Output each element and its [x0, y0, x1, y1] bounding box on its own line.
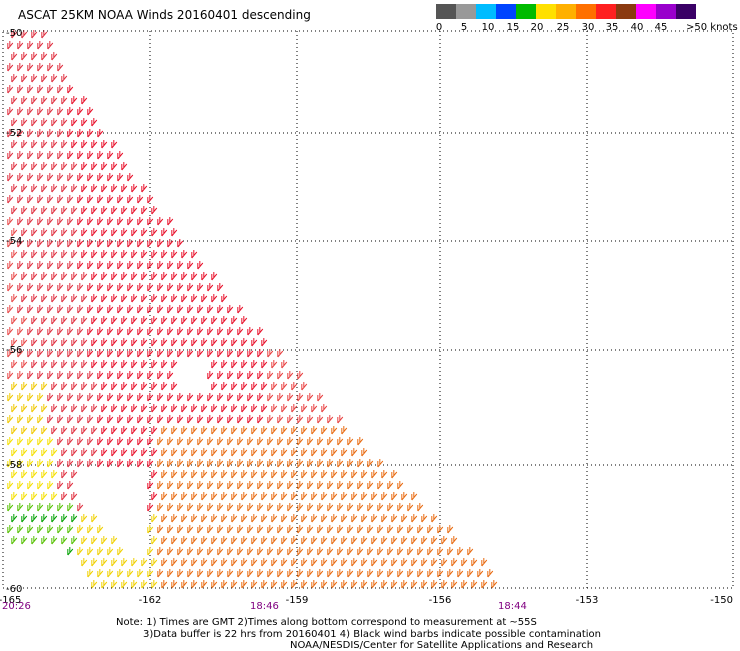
latitude-label: -50	[6, 28, 22, 39]
legend-swatch	[576, 4, 596, 19]
legend-label: 45	[654, 22, 668, 33]
time-label-left: 20:26	[2, 601, 31, 612]
notes-line-3: NOAA/NESDIS/Center for Satellite Applica…	[290, 640, 594, 651]
latitude-label: -58	[6, 460, 22, 471]
latitude-label: -54	[6, 236, 22, 247]
longitude-label: -153	[576, 595, 599, 606]
legend-swatch	[536, 4, 556, 19]
longitude-label: -156	[429, 595, 452, 606]
legend-label: 10	[481, 22, 495, 33]
longitude-label: -159	[286, 595, 309, 606]
legend-swatch	[596, 4, 616, 19]
legend-label: 25	[556, 22, 570, 33]
legend-swatch	[436, 4, 456, 19]
legend-label: 0	[435, 22, 443, 33]
lat-lon-grid	[3, 31, 733, 588]
legend-label: 30	[581, 22, 595, 33]
legend-label: 35	[605, 22, 619, 33]
map-frame: -165 -162 -159 -156 -153 -150 -50 -52 -54 -56 -58 -…	[0, 28, 734, 606]
latitude-label: -56	[6, 345, 22, 356]
legend-swatch	[516, 4, 536, 19]
legend-label: 40	[630, 22, 644, 33]
legend-swatch	[676, 4, 696, 19]
legend-swatch	[456, 4, 476, 19]
legend-swatch	[616, 4, 636, 19]
notes-line-1: Note: 1) Times are GMT 2)Times along bot…	[116, 617, 537, 628]
legend-label: >50 knots	[686, 22, 738, 33]
longitude-label: -162	[139, 595, 162, 606]
time-label-middle: 18:46	[250, 601, 279, 612]
latitude-label: -52	[6, 128, 22, 139]
legend-swatch	[556, 4, 576, 19]
notes-line-2: 3)Data buffer is 22 hrs from 20160401 4)…	[143, 629, 601, 640]
time-label-right: 18:44	[498, 601, 527, 612]
longitude-label: -165	[0, 595, 21, 606]
legend-swatch	[496, 4, 516, 19]
legend-swatch	[476, 4, 496, 19]
map-border	[2, 30, 734, 589]
legend-swatch	[656, 4, 676, 19]
wind-barbs	[7, 30, 498, 589]
legend-label: 5	[460, 22, 468, 33]
latitude-label: -60	[6, 584, 22, 595]
map-title: ASCAT 25KM NOAA Winds 20160401 descendin…	[18, 8, 311, 22]
legend-label: 15	[506, 22, 520, 33]
legend-label: 20	[530, 22, 544, 33]
legend-swatch	[636, 4, 656, 19]
longitude-label: -150	[710, 595, 733, 606]
